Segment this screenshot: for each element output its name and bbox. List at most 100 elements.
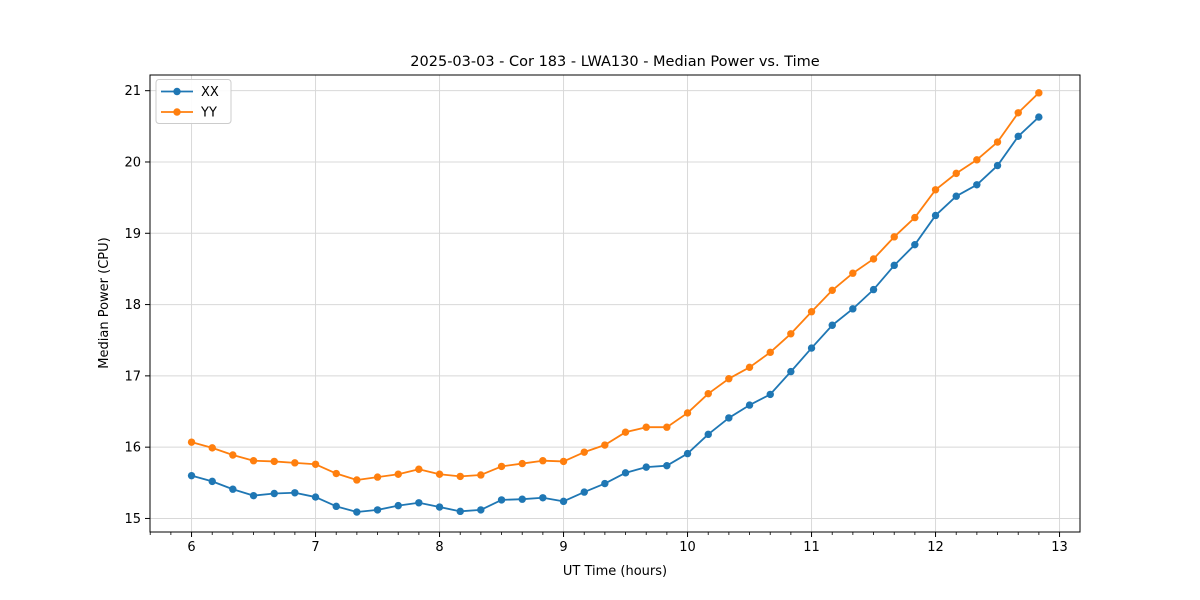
x-tick-label: 11: [803, 540, 820, 555]
series-XX-marker: [394, 501, 402, 510]
series-YY-marker: [270, 457, 278, 466]
series-XX-marker: [187, 471, 196, 480]
series-XX-marker: [931, 211, 940, 220]
series-XX-marker: [497, 496, 506, 504]
series-XX-marker: [435, 503, 444, 511]
legend-YY-label: YY: [200, 106, 217, 121]
chart-title: 2025-03-03 - Cor 183 - LWA130 - Median P…: [410, 54, 819, 70]
series-YY-marker: [849, 269, 857, 277]
series-YY-marker: [828, 286, 836, 295]
series-YY-marker: [373, 473, 382, 481]
x-tick-label: 7: [311, 540, 319, 555]
series-YY-marker: [394, 470, 402, 478]
series-YY-marker: [683, 409, 692, 417]
series-XX-marker: [993, 161, 1002, 170]
series-YY-marker: [353, 476, 361, 484]
series-XX-marker: [683, 449, 692, 458]
legend-XX-marker: [173, 87, 181, 96]
series-YY-marker: [890, 233, 898, 241]
x-tick-label: 6: [187, 540, 195, 555]
plot-border: [149, 74, 1081, 533]
series-YY-marker: [642, 423, 650, 431]
series-XX-marker: [869, 285, 878, 294]
plot-area: 6 7 8 9 10 11 12 13 15 16 17 18 19 20 21 XX YY: [124, 74, 1081, 555]
y-tick-label: 17: [124, 369, 141, 384]
series-XX-marker: [208, 477, 216, 486]
series-XX-marker: [270, 489, 278, 498]
series-YY-marker: [518, 459, 526, 468]
series-YY-marker: [766, 348, 774, 357]
series-YY-marker: [704, 389, 712, 398]
series-XX-marker: [807, 344, 816, 352]
series-XX-marker: [332, 502, 340, 511]
series-YY-marker: [332, 469, 340, 478]
series-XX-marker: [952, 192, 960, 200]
x-tick-label: 13: [1051, 540, 1068, 555]
series-XX-marker: [890, 261, 898, 270]
series-XX-marker: [601, 479, 609, 488]
series-XX-marker: [311, 493, 320, 501]
series-XX-marker: [353, 508, 361, 516]
legend-YY-marker: [173, 108, 181, 116]
series-YY-marker: [291, 459, 299, 467]
series-XX-marker: [580, 488, 588, 496]
series-YY-marker: [952, 169, 960, 178]
series-YY-marker: [869, 255, 878, 263]
series-XX-marker: [456, 507, 464, 516]
series-XX-marker: [415, 499, 423, 507]
x-tick-label: 9: [559, 540, 567, 555]
series-XX-marker: [373, 506, 382, 514]
x-tick-label: 10: [679, 540, 696, 555]
series-XX-marker: [291, 489, 299, 497]
series-XX-marker: [849, 305, 857, 313]
series-YY-marker: [539, 457, 547, 465]
x-tick-label: 8: [435, 540, 443, 555]
y-tick-label: 16: [124, 441, 141, 456]
series-XX-marker: [559, 497, 568, 506]
series-XX-marker: [539, 494, 547, 502]
y-tick-label: 18: [124, 298, 141, 313]
series-YY-marker: [580, 448, 588, 456]
series-XX-marker: [828, 321, 836, 329]
series-YY-marker: [435, 470, 444, 478]
series-YY-marker: [993, 138, 1002, 146]
x-tick-label: 12: [927, 540, 944, 555]
series-XX-marker: [766, 390, 774, 399]
series-YY-marker: [208, 444, 216, 452]
series-XX-marker: [911, 240, 919, 249]
y-tick-label: 20: [124, 155, 141, 170]
series-YY-marker: [931, 186, 940, 194]
series-XX-marker: [725, 414, 733, 422]
series-XX-marker: [704, 430, 712, 439]
legend-box: [155, 79, 232, 124]
series-XX-line: [191, 116, 1040, 513]
series-YY-marker: [559, 457, 568, 466]
series-XX-marker: [229, 485, 237, 493]
y-tick-label: 21: [124, 84, 141, 99]
series-YY-marker: [311, 460, 320, 468]
legend-XX-label: XX: [201, 85, 219, 100]
series-YY-marker: [745, 363, 754, 372]
series-XX-marker: [249, 491, 258, 500]
series-YY-marker: [249, 457, 258, 465]
y-axis-label: Median Power (CPU): [97, 237, 112, 368]
series-XX-marker: [663, 461, 671, 470]
series-YY-marker: [807, 307, 816, 316]
series-XX-marker: [745, 401, 754, 409]
series-YY-marker: [725, 375, 733, 383]
series-YY-marker: [601, 441, 609, 449]
series-XX-marker: [1035, 113, 1043, 121]
series-YY-marker: [663, 423, 671, 431]
series-YY-marker: [621, 428, 630, 436]
series-YY-marker: [497, 462, 506, 471]
series-YY-marker: [1035, 89, 1043, 97]
series-YY-marker: [187, 438, 196, 446]
series-YY-marker: [456, 472, 464, 481]
series-YY-marker: [787, 330, 795, 338]
series-XX-marker: [642, 463, 650, 471]
series-YY-marker: [1014, 109, 1022, 117]
series-YY-marker: [229, 451, 237, 459]
series-YY-marker: [911, 213, 919, 222]
